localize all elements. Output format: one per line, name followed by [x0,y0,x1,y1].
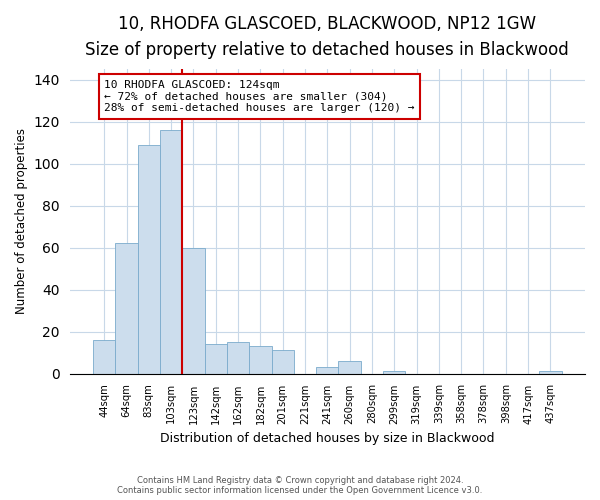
Bar [539,372,562,374]
Bar [205,344,227,374]
Bar [93,340,115,374]
Text: 10 RHODFA GLASCOED: 124sqm
← 72% of detached houses are smaller (304)
28% of sem: 10 RHODFA GLASCOED: 124sqm ← 72% of deta… [104,80,415,113]
Text: Contains HM Land Registry data © Crown copyright and database right 2024.
Contai: Contains HM Land Registry data © Crown c… [118,476,482,495]
Bar [272,350,294,374]
Bar [227,342,249,374]
Y-axis label: Number of detached properties: Number of detached properties [15,128,28,314]
Bar [383,372,406,374]
Title: 10, RHODFA GLASCOED, BLACKWOOD, NP12 1GW
Size of property relative to detached h: 10, RHODFA GLASCOED, BLACKWOOD, NP12 1GW… [85,15,569,60]
Bar [182,248,205,374]
Bar [115,244,137,374]
Bar [160,130,182,374]
Bar [316,368,338,374]
Bar [249,346,272,374]
X-axis label: Distribution of detached houses by size in Blackwood: Distribution of detached houses by size … [160,432,494,445]
Bar [338,361,361,374]
Bar [137,145,160,374]
